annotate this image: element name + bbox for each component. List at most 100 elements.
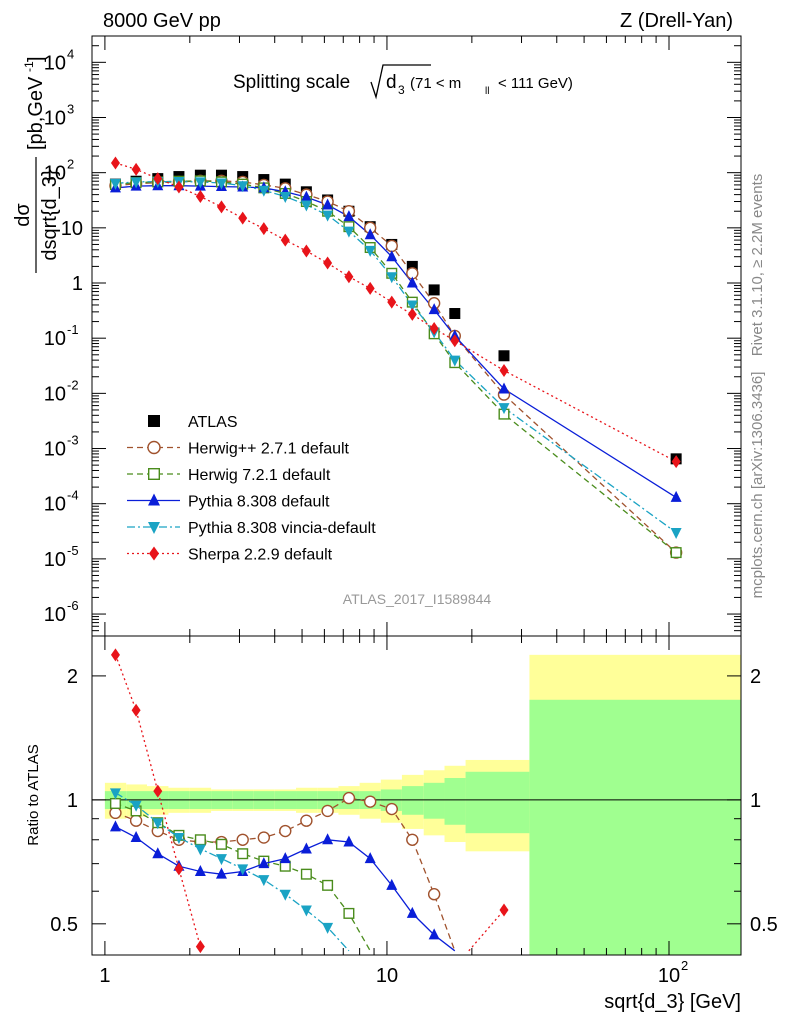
data-point <box>406 300 418 312</box>
ratio-point <box>363 795 377 808</box>
legend-marker <box>148 493 160 506</box>
y-label-denominator: dsqrt{d_3} <box>39 169 61 261</box>
data-point <box>385 239 398 253</box>
data-point <box>109 178 121 190</box>
y-tick-label-exp: -4 <box>67 488 79 503</box>
ratio-point <box>257 831 271 844</box>
legend-label: Pythia 8.308 default <box>188 494 330 511</box>
ratio-series-pythia <box>109 820 456 952</box>
legend: ATLAS Herwig++ 2.7.1 default Herwig 7.2.1 … <box>127 414 376 564</box>
markers-vincia <box>109 177 682 540</box>
ratio-point <box>195 940 205 954</box>
title-range-end: < 111 GeV) <box>498 75 573 92</box>
y-tick-label: 10 <box>44 604 66 626</box>
ratio-y-tick-label: 0.5 <box>50 914 78 936</box>
y-tick-label-exp: -5 <box>67 543 79 558</box>
y-tick-label: 10 <box>44 439 66 461</box>
ratio-y-tick-label: 2 <box>67 666 78 688</box>
ratio-point <box>110 648 120 662</box>
data-point <box>449 308 461 320</box>
legend-label: Herwig 7.2.1 default <box>188 467 331 484</box>
data-point <box>406 276 418 288</box>
analysis-watermark: ATLAS_2017_I1589844 <box>343 591 492 607</box>
data-point <box>216 200 226 214</box>
ratio-series-sherpa-b <box>468 903 509 952</box>
ratio-point <box>300 905 312 917</box>
data-point <box>343 226 355 238</box>
ratio-frame <box>91 635 742 956</box>
data-point <box>670 547 682 559</box>
legend-entry: ATLAS <box>148 414 238 431</box>
ratio-point <box>385 802 398 816</box>
ratio-point <box>237 864 249 876</box>
data-point <box>498 382 510 394</box>
ratio-point <box>215 838 227 850</box>
title-main: Splitting scale <box>233 72 350 93</box>
data-point <box>498 350 510 362</box>
ratio-point <box>499 903 509 917</box>
data-point <box>279 191 291 203</box>
band-inner <box>529 699 741 955</box>
plot-title: Splitting scale d 3 (71 < m ll < 111 GeV… <box>233 64 573 100</box>
ratio-point <box>152 818 164 830</box>
ratio-line-sherpa <box>114 654 202 947</box>
ratio-point <box>174 862 184 876</box>
title-range-sub: ll <box>485 86 489 97</box>
ratio-point <box>129 814 143 827</box>
ratio-point <box>258 875 270 887</box>
data-point <box>110 156 120 170</box>
legend-marker <box>148 522 160 534</box>
ratio-point <box>258 857 270 869</box>
y-tick-label-exp: -6 <box>67 598 79 613</box>
legend-label: Herwig++ 2.7.1 default <box>188 441 350 458</box>
ratio-point <box>215 867 227 879</box>
ratio-line-sherpa <box>468 909 505 952</box>
ratio-panel: 1 10 10 20.5 0.51 12 2 Ratio to ATLAS sqrt{d_3… <box>0 635 786 1013</box>
ratio-point <box>279 824 292 838</box>
ratio-y-label: Ratio to ATLAS <box>25 744 42 845</box>
legend-marker <box>149 546 159 561</box>
ratio-series-sherpa <box>110 648 205 954</box>
ratio-point <box>321 804 334 818</box>
data-point <box>365 281 375 295</box>
y-tick-label-exp: 4 <box>67 46 74 61</box>
ratio-point <box>322 833 334 845</box>
y-tick-label: 10 <box>44 163 66 185</box>
data-point <box>670 528 682 540</box>
x-tick-label-exp: 2 <box>681 958 688 973</box>
ratio-point <box>364 852 376 864</box>
legend-entry: Pythia 8.308 vincia-default <box>127 520 376 537</box>
y-tick-label-exp: 2 <box>67 157 74 172</box>
y-label-numerator: dσ <box>12 203 34 227</box>
title-variable-index: 3 <box>398 83 405 97</box>
ratio-point <box>428 928 440 940</box>
data-point <box>238 211 248 225</box>
legend-label: Sherpa 2.2.9 default <box>188 547 333 564</box>
ratio-point <box>109 797 121 809</box>
ratio-line-pythia <box>115 826 456 952</box>
ratio-line-vincia <box>115 792 350 952</box>
data-point <box>237 181 249 193</box>
data-point <box>344 270 354 284</box>
data-point <box>323 256 333 270</box>
ratio-point <box>322 922 334 934</box>
data-point <box>450 334 460 348</box>
x-tick-label: 1 <box>99 965 110 987</box>
ratio-series-vincia <box>109 788 350 952</box>
data-point <box>300 200 312 212</box>
legend-entry: Herwig++ 2.7.1 default <box>127 441 350 458</box>
ratio-point <box>343 835 355 847</box>
ratio-y-tick-label-right: 2 <box>750 666 761 688</box>
ratio-clip-mask <box>0 955 786 980</box>
ratio-y-tick-label: 1 <box>67 790 78 812</box>
y-tick-label: 10 <box>61 218 83 240</box>
ratio-point <box>173 833 185 845</box>
ratio-point <box>194 834 206 846</box>
data-point <box>195 189 205 203</box>
data-point <box>386 272 398 284</box>
data-point <box>429 321 439 335</box>
sqrt-symbol-icon <box>370 64 431 100</box>
ratio-point <box>427 888 441 901</box>
y-tick-label: 10 <box>44 383 66 405</box>
